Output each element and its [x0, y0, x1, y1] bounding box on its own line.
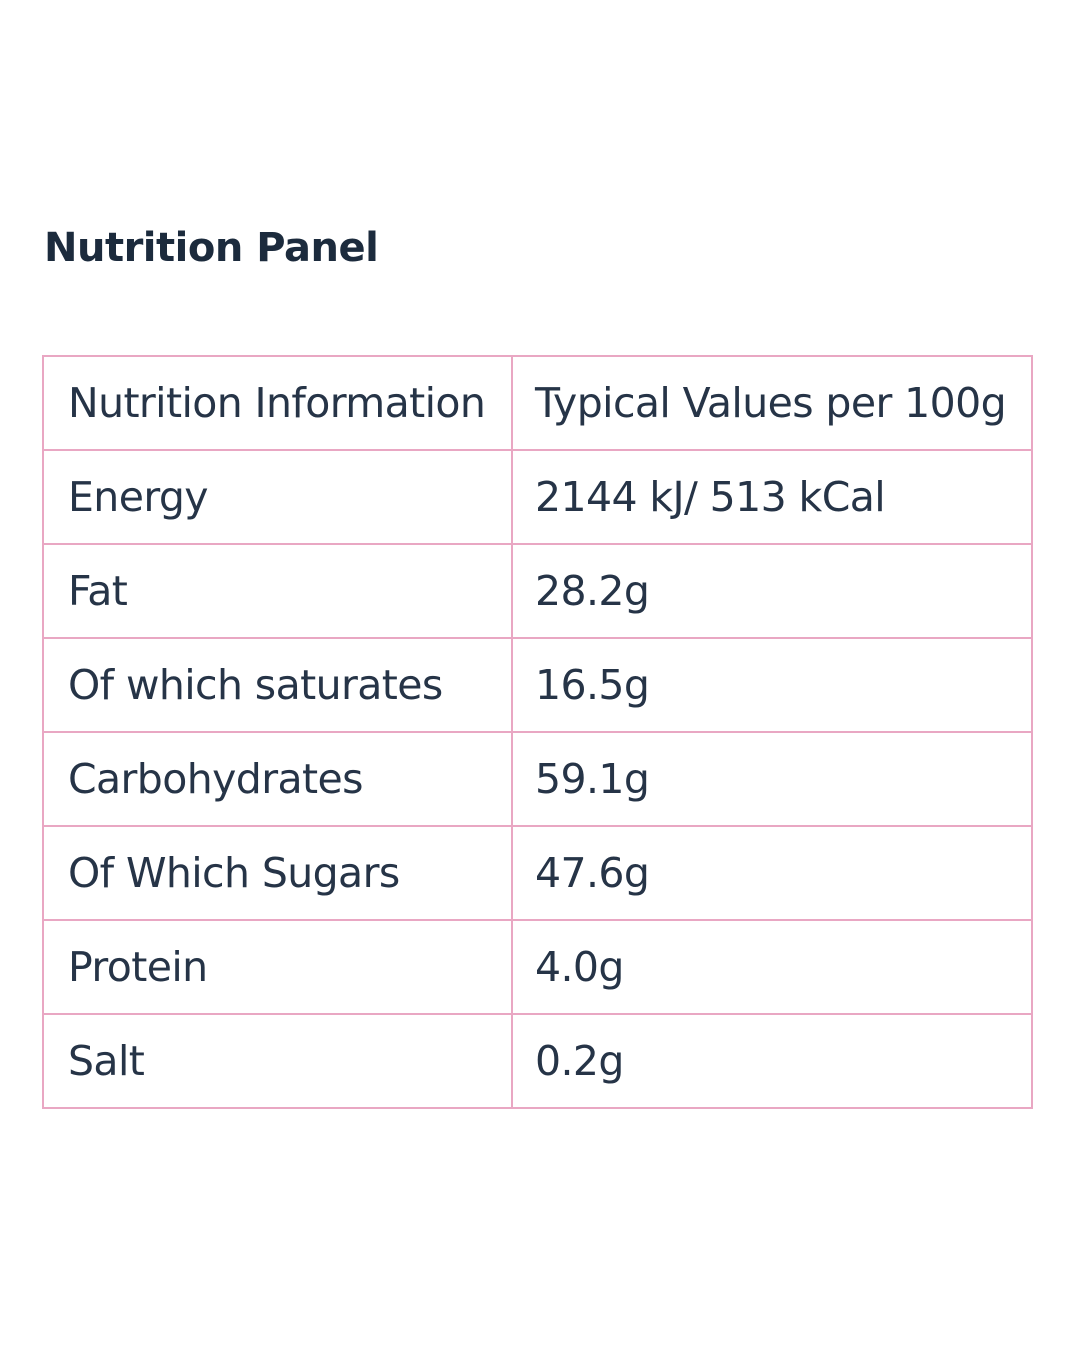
- row-label-sugars: Of Which Sugars: [42, 825, 513, 921]
- row-value-salt: 0.2g: [511, 1013, 1033, 1109]
- table-row: Of which saturates 16.5g: [42, 637, 1033, 733]
- table-row: Energy 2144 kJ/ 513 kCal: [42, 449, 1033, 545]
- table-row: Carbohydrates 59.1g: [42, 731, 1033, 827]
- table-row: Fat 28.2g: [42, 543, 1033, 639]
- page-title: Nutrition Panel: [44, 225, 379, 271]
- row-label-energy: Energy: [42, 449, 513, 545]
- nutrition-table: Nutrition Information Typical Values per…: [42, 355, 1033, 1109]
- row-label-carbohydrates: Carbohydrates: [42, 731, 513, 827]
- table-row: Protein 4.0g: [42, 919, 1033, 1015]
- table-row: Of Which Sugars 47.6g: [42, 825, 1033, 921]
- row-value-protein: 4.0g: [511, 919, 1033, 1015]
- row-value-fat: 28.2g: [511, 543, 1033, 639]
- row-value-energy: 2144 kJ/ 513 kCal: [511, 449, 1033, 545]
- row-label-protein: Protein: [42, 919, 513, 1015]
- table-header-row: Nutrition Information Typical Values per…: [42, 355, 1033, 451]
- row-value-carbohydrates: 59.1g: [511, 731, 1033, 827]
- header-cell-nutrition-information: Nutrition Information: [42, 355, 513, 451]
- table-row: Salt 0.2g: [42, 1013, 1033, 1109]
- row-label-saturates: Of which saturates: [42, 637, 513, 733]
- row-label-fat: Fat: [42, 543, 513, 639]
- row-value-saturates: 16.5g: [511, 637, 1033, 733]
- row-label-salt: Salt: [42, 1013, 513, 1109]
- row-value-sugars: 47.6g: [511, 825, 1033, 921]
- header-cell-typical-values: Typical Values per 100g: [511, 355, 1033, 451]
